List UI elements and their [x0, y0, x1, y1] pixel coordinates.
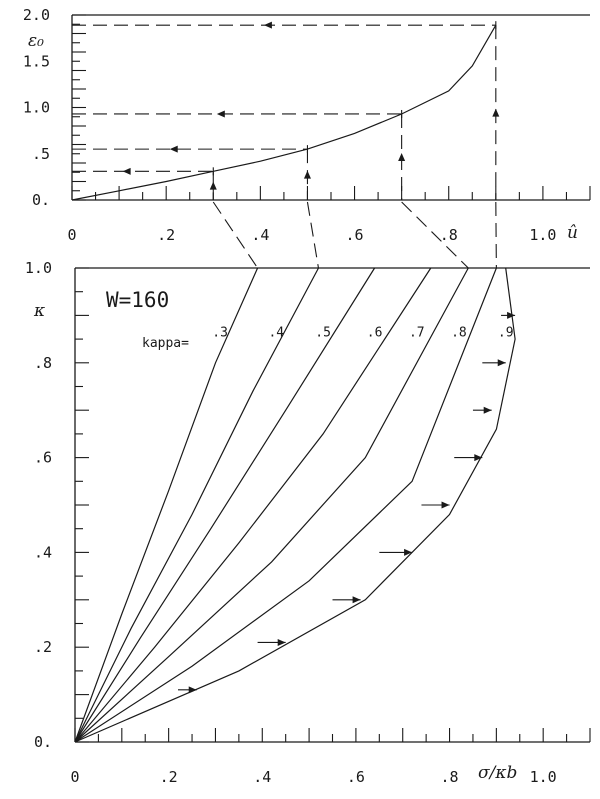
bottom-x-tick-label: .4 — [253, 768, 271, 786]
flow-arrow-head — [497, 359, 506, 367]
bottom-y-tick-label: 0. — [34, 733, 52, 751]
top-guide-arrow-up — [492, 108, 500, 117]
bottom-y-tick-label: .6 — [34, 449, 52, 467]
bottom-x-tick-label: .6 — [347, 768, 365, 786]
bottom-y-tick-label: 1.0 — [25, 259, 52, 277]
flow-arrow-head — [352, 596, 361, 604]
kappa-series-label: .3 — [212, 326, 228, 341]
flow-arrow-head — [507, 311, 516, 319]
bottom-x-tick-label: 1.0 — [530, 768, 557, 786]
kappa-curve-4 — [74, 267, 320, 743]
top-xlabel: û — [567, 223, 578, 243]
kappa-series-label: .6 — [367, 326, 383, 341]
top-x-tick-label: .2 — [157, 226, 175, 244]
w-annotation: W=160 — [106, 288, 169, 312]
top-guide-arrow-up — [303, 170, 311, 179]
top-guide-arrow-up — [209, 181, 217, 190]
top-x-tick-label: 0 — [67, 226, 76, 244]
top-x-tick-label: 1.0 — [529, 226, 556, 244]
top-x-tick-label: .8 — [440, 226, 458, 244]
kappa-curve-8 — [74, 267, 497, 743]
flow-arrow-head — [483, 406, 492, 414]
top-y-tick-label: .5 — [32, 145, 50, 163]
flow-arrow-head — [277, 638, 286, 646]
bottom-y-tick-label: .2 — [34, 638, 52, 656]
top-guide-arrow-left — [122, 167, 131, 175]
top-guide-arrow-left — [263, 21, 272, 29]
connector-dash — [212, 201, 259, 269]
kappa-curve-7 — [74, 267, 469, 743]
connector-dash — [495, 201, 497, 269]
kappa-series-label: .9 — [498, 326, 514, 341]
flow-arrow-head — [188, 686, 197, 694]
top-guide-arrow-up — [398, 152, 406, 161]
bottom-x-tick-label: 0 — [70, 768, 79, 786]
kappa-series-label: .7 — [409, 326, 425, 341]
connector-dash — [306, 201, 319, 269]
flow-arrow-head — [474, 454, 483, 462]
top-x-tick-label: .6 — [346, 226, 364, 244]
bottom-x-tick-label: .8 — [441, 768, 459, 786]
kappa-series-label: .4 — [268, 326, 284, 341]
kappa-series-label: .8 — [451, 326, 467, 341]
top-x-tick-label: .4 — [251, 226, 269, 244]
kappa-curve-6 — [74, 267, 432, 743]
top-y-tick-label: 1.0 — [23, 99, 50, 117]
bottom-x-tick-label: .2 — [160, 768, 178, 786]
bottom-xlabel: σ/κb — [478, 763, 517, 783]
connector-dash — [401, 201, 469, 269]
kappa-curve-5 — [74, 267, 376, 743]
top-y-tick-label: 1.5 — [23, 52, 50, 70]
flow-arrow-head — [441, 501, 450, 509]
bottom-ylabel: κ — [33, 301, 45, 321]
top-y-tick-label: 0. — [32, 191, 50, 209]
top-y-tick-label: 2.0 — [23, 6, 50, 24]
top-ylabel: ε₀ — [28, 31, 44, 51]
top-guide-arrow-left — [169, 145, 178, 153]
kappa-curve-3 — [74, 267, 259, 743]
flow-arrow-head — [404, 548, 413, 556]
bottom-y-tick-label: .4 — [34, 543, 52, 561]
top-plot: 0 .2 .4 .6 .8 1.0 0. .5 1.0 1.5 2.0 — [23, 6, 591, 244]
top-curve — [71, 24, 497, 201]
top-guide-arrow-left — [216, 110, 225, 118]
bottom-plot: 0 .2 .4 .6 .8 1.0 0. .2 .4 .6 .8 1.0 .3 .4 .5 .6 .7 .8 .9 — [25, 259, 591, 786]
connector-lines — [212, 201, 497, 269]
kappa-curve-9 — [74, 267, 516, 743]
bottom-y-tick-label: .8 — [34, 354, 52, 372]
kappa-prefix: kappa= — [142, 336, 189, 351]
kappa-series-label: .5 — [315, 326, 331, 341]
